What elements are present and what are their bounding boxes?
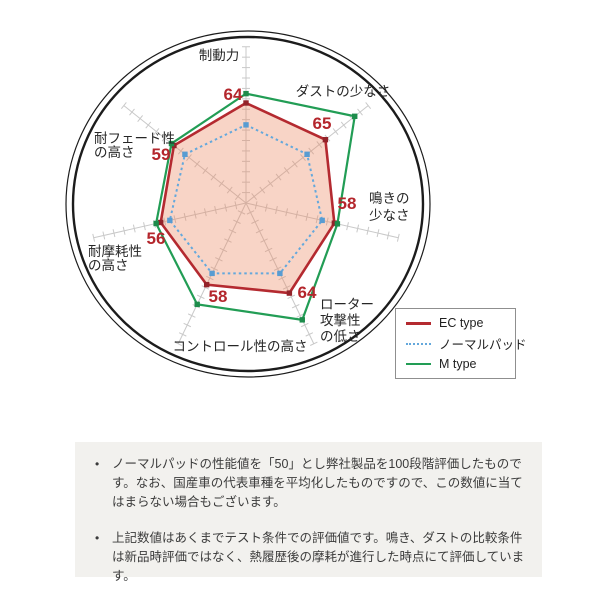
axis-label: コントロール性の高さ <box>173 338 308 354</box>
legend-label-normal-pad: ノーマルパッド <box>439 338 527 352</box>
series-m-marker <box>153 220 159 227</box>
legend-line-normal-pad-icon <box>406 342 431 345</box>
value-label: 64 <box>224 85 243 104</box>
legend-line-m-icon <box>406 363 431 365</box>
series-normal-marker <box>243 122 249 128</box>
series-m-marker <box>194 301 200 308</box>
series-m-line <box>154 92 356 322</box>
series-ec-marker <box>322 136 329 143</box>
outer-circle <box>65 30 431 378</box>
axis-label: 少なさ <box>369 208 410 223</box>
series-ec-marker <box>331 220 338 226</box>
series-normal-marker <box>319 217 325 224</box>
legend-item-normal-pad: ノーマルパッド <box>406 334 527 353</box>
note-item-1: • ノーマルパッドの性能値を「50」とし弊社製品を100段階評価したものです。な… <box>95 455 529 512</box>
axis-label: ローター <box>320 297 374 312</box>
axis-label: の高さ <box>88 257 129 273</box>
inner-circle <box>71 35 425 373</box>
note-text-2: 上記数値はあくまでテスト条件での評価値です。鳴き、ダストの比較条件は新品時評価で… <box>112 531 525 583</box>
series-normal-marker <box>182 151 188 157</box>
axis-label: の低さ <box>320 329 361 344</box>
series-m-group <box>153 90 358 323</box>
series-normal-marker <box>209 270 215 277</box>
series-ec-line <box>159 101 336 295</box>
series-ec-marker <box>243 100 249 106</box>
axis-label: 鳴きの <box>369 191 410 206</box>
series-m-marker <box>334 221 341 227</box>
note-item-2: • 上記数値はあくまでテスト条件での評価値です。鳴き、ダストの比較条件は新品時評… <box>95 529 529 586</box>
notes-box: • ノーマルパッドの性能値を「50」とし弊社製品を100段階評価したものです。な… <box>75 442 542 583</box>
bullet-icon: • <box>95 531 100 545</box>
series-m-marker <box>299 317 305 323</box>
legend-item-m-type: M type <box>406 357 509 371</box>
note-text-1: ノーマルパッドの性能値を「50」とし弊社製品を100段階評価したものです。なお、… <box>112 457 523 509</box>
value-label: 58 <box>338 194 357 213</box>
axis-label: の高さ <box>94 144 135 160</box>
axis-label: 耐フェード性 <box>94 131 175 146</box>
value-label: 59 <box>152 145 171 164</box>
series-normal-marker <box>277 270 283 277</box>
axis-label: 耐摩耗性 <box>88 243 142 259</box>
legend-label-m-type: M type <box>439 357 477 371</box>
series-ec-marker <box>203 281 210 288</box>
series-normal-group <box>167 122 325 277</box>
series-m-marker <box>168 140 175 147</box>
series-ec-marker <box>157 219 164 226</box>
legend-line-ec-icon <box>406 321 431 325</box>
value-label: 56 <box>147 229 166 248</box>
series-ec-fill <box>160 103 335 294</box>
series-m-marker <box>243 90 249 97</box>
bullet-icon: • <box>95 457 100 471</box>
legend-label-ec-type: EC type <box>439 316 484 330</box>
axis-label: 制動力 <box>199 48 240 63</box>
series-m-marker <box>352 113 358 119</box>
legend: EC type ノーマルパッド M type <box>395 308 527 379</box>
series-ec-marker <box>286 290 293 296</box>
series-normal-marker <box>304 151 310 157</box>
value-label: 65 <box>313 114 332 133</box>
axis-label: ダストの少なさ <box>296 84 391 99</box>
rings-group <box>65 30 431 378</box>
series-normal-marker <box>167 217 173 224</box>
series-normal-line <box>168 123 324 275</box>
legend-item-ec-type: EC type <box>406 316 509 330</box>
value-label: 58 <box>209 287 228 306</box>
value-label: 64 <box>298 283 317 302</box>
axis-label: 攻撃性 <box>320 313 361 328</box>
